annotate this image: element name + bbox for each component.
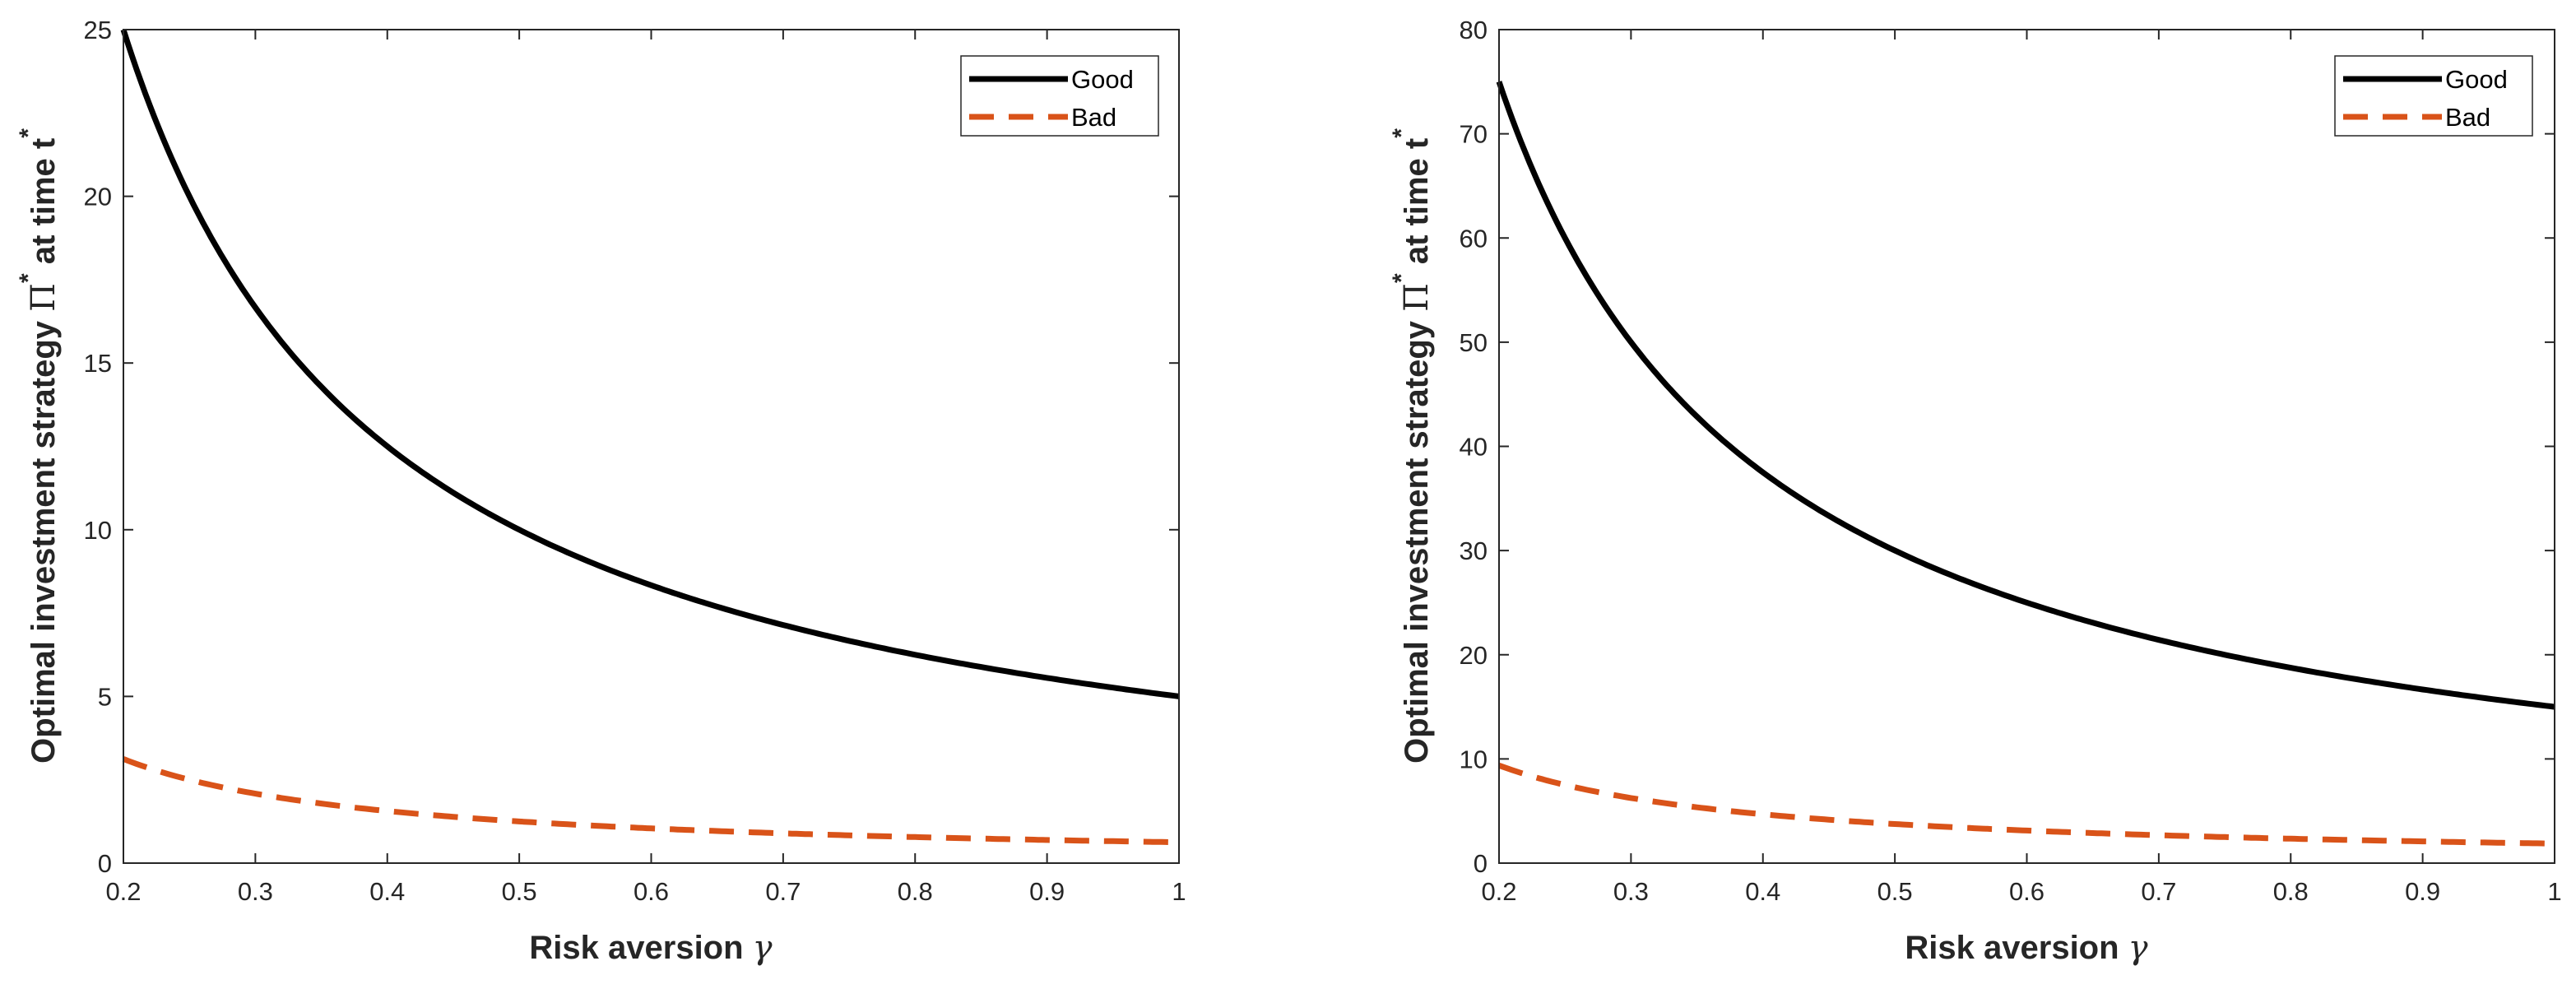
- x-tick-label: 0.5: [502, 877, 537, 906]
- y-tick-label: 40: [1460, 433, 1488, 462]
- y-tick-label: 30: [1460, 536, 1488, 565]
- x-tick-label: 0.2: [105, 877, 141, 906]
- axes-box: [1498, 29, 2555, 864]
- series-line-bad: [122, 756, 1180, 846]
- y-axis-label: Optimal investment strategy Π* at time t…: [7, 128, 63, 764]
- legend-box: [960, 55, 1159, 137]
- y-tick-label: 25: [84, 16, 112, 44]
- legend-good-label: Good: [2445, 65, 2508, 94]
- y-tick-label: 0: [98, 849, 112, 878]
- legend: Good Bad: [2334, 55, 2533, 137]
- x-axis-label: Risk aversion γ: [1905, 929, 2147, 967]
- x-tick-label: 0.3: [238, 877, 273, 906]
- x-tick-label: 0.3: [1613, 877, 1649, 906]
- x-tick-label: 0.2: [1481, 877, 1516, 906]
- y-tick-label: 50: [1460, 328, 1488, 357]
- x-tick-label: 0.8: [2273, 877, 2309, 906]
- x-tick-label: 0.4: [1745, 877, 1780, 906]
- series-group: [1496, 81, 2555, 847]
- plot-area: [123, 30, 1179, 863]
- chart-right: 0.2 0.3 0.4 0.5 0.6 0.7 0.8 0.9 1010203040506070…: [1381, 16, 2562, 967]
- series-line-good: [1496, 81, 2555, 710]
- x-tick-label: 0.6: [634, 877, 669, 906]
- y-tick-label: 60: [1460, 224, 1488, 253]
- legend-bad-label: Bad: [1071, 103, 1116, 132]
- x-tick-label: 0.7: [2141, 877, 2176, 906]
- y-tick-label: 80: [1460, 16, 1488, 44]
- series-line-bad: [1497, 763, 2555, 847]
- x-tick-label: 0.7: [765, 877, 801, 906]
- legend: Good Bad: [960, 55, 1159, 137]
- x-tick-label: 0.5: [1877, 877, 1913, 906]
- x-tick-label: 0.6: [2009, 877, 2045, 906]
- x-tick-label: 0.8: [898, 877, 933, 906]
- y-tick-label: 20: [1460, 641, 1488, 670]
- plot-area: [1499, 30, 2555, 863]
- legend-box: [2334, 55, 2533, 137]
- y-tick-label: 20: [84, 183, 112, 211]
- y-tick-label: 10: [1460, 745, 1488, 773]
- y-tick-label: 0: [1474, 849, 1488, 878]
- y-tick-label: 5: [98, 682, 112, 711]
- y-tick-label: 70: [1460, 120, 1488, 149]
- series-line-good: [120, 28, 1180, 699]
- legend-good-label: Good: [1071, 65, 1134, 94]
- x-tick-label: 0.9: [1029, 877, 1065, 906]
- y-tick-label: 10: [84, 516, 112, 545]
- x-tick-label: 0.4: [369, 877, 405, 906]
- x-tick-label: 1: [2547, 877, 2561, 906]
- y-tick-label: 15: [84, 349, 112, 378]
- legend-bad-label: Bad: [2445, 103, 2490, 132]
- x-tick-label: 0.9: [2405, 877, 2440, 906]
- axes-box: [123, 29, 1180, 864]
- y-axis-label: Optimal investment strategy Π* at time t…: [1381, 128, 1436, 764]
- series-group: [120, 28, 1180, 846]
- x-tick-label: 1: [1172, 877, 1186, 906]
- x-axis-label: Risk aversion γ: [529, 929, 772, 967]
